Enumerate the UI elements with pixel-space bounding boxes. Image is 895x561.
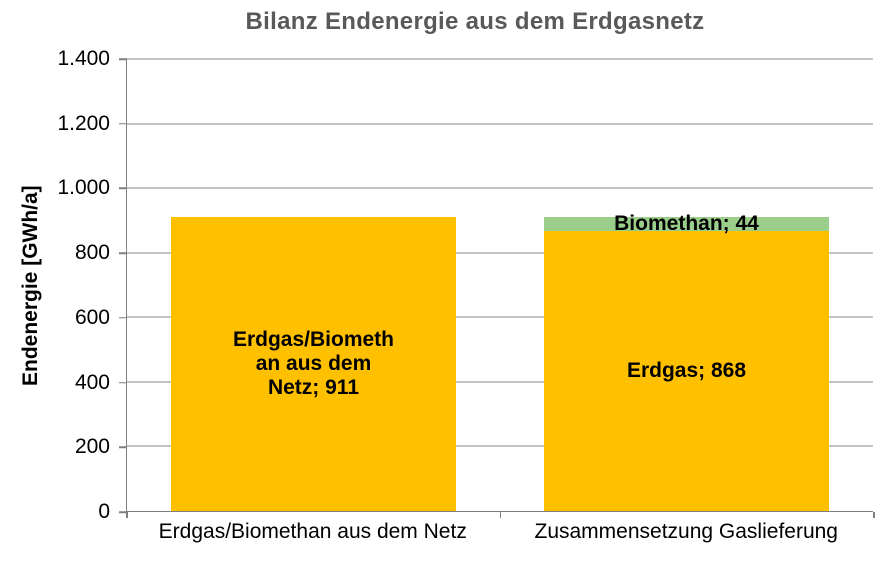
y-axis: 0 200 400 600 800 1.000 1.200 1.400 [0, 47, 127, 523]
chart-title: Bilanz Endenergie aus dem Erdgasnetz [245, 8, 705, 35]
bar-1: Erdgas/Biometh an aus dem Netz; 911 [170, 59, 457, 511]
data-label-line: an aus dem [255, 351, 372, 375]
plot-area: Erdgas/Biometh an aus dem Netz; 911 Erdgas;… [126, 58, 873, 512]
y-tick-mark [119, 381, 127, 384]
y-tick-label: 0 [98, 500, 110, 523]
x-axis-labels: Erdgas/Biomethan aus dem Netz Zusammense… [126, 520, 873, 544]
gridline [127, 381, 873, 383]
y-tick-mark [119, 446, 127, 449]
gridline [127, 123, 873, 125]
bar-cell: Erdgas/Biometh an aus dem Netz; 911 [127, 59, 500, 511]
x-tick-mark [873, 512, 875, 518]
y-tick-label: 1.200 [57, 111, 110, 135]
y-tick-mark [119, 511, 127, 513]
bar-cell: Erdgas; 868 Biomethan; 44 [500, 59, 873, 511]
bar-segment-erdgas-biomethan-aus-dem-netz: Erdgas/Biometh an aus dem Netz; 911 [170, 216, 457, 511]
y-tick-mark [119, 187, 127, 190]
y-tick-label: 1.000 [57, 176, 110, 200]
x-tick-mark [126, 512, 128, 518]
y-tick-mark [119, 58, 127, 60]
category-label: Zusammensetzung Gaslieferung [534, 520, 839, 543]
data-label: Erdgas; 868 [627, 359, 746, 383]
y-tick-label: 200 [74, 435, 110, 459]
data-label-line: Erdgas/Biometh [232, 327, 394, 351]
data-label-line: Netz; 911 [267, 375, 359, 399]
gridline [127, 187, 873, 189]
gridline [127, 58, 873, 60]
bar-segment-biomethan: Biomethan; 44 [543, 212, 830, 235]
gridline [127, 252, 873, 254]
y-tick-label: 400 [74, 370, 110, 394]
y-tick-label: 600 [74, 305, 110, 329]
bar-2: Erdgas; 868 Biomethan; 44 [543, 59, 830, 511]
bar-segment-erdgas: Erdgas; 868 [543, 230, 830, 511]
category-label: Erdgas/Biomethan aus dem Netz [158, 520, 467, 543]
y-tick-label: 1.400 [57, 47, 110, 70]
data-label-line: Biomethan; 44 [614, 211, 759, 235]
y-tick-label: 800 [74, 241, 110, 265]
y-tick-mark [119, 122, 127, 125]
data-label: Erdgas/Biometh an aus dem Netz; 911 [233, 328, 394, 400]
y-tick-mark [119, 317, 127, 319]
gridline [127, 445, 873, 447]
x-tick-mark [499, 512, 501, 518]
data-label: Biomethan; 44 [614, 212, 759, 236]
y-tick-mark [119, 252, 127, 254]
data-label-line: Erdgas; 868 [626, 358, 747, 382]
gridline [127, 316, 873, 318]
